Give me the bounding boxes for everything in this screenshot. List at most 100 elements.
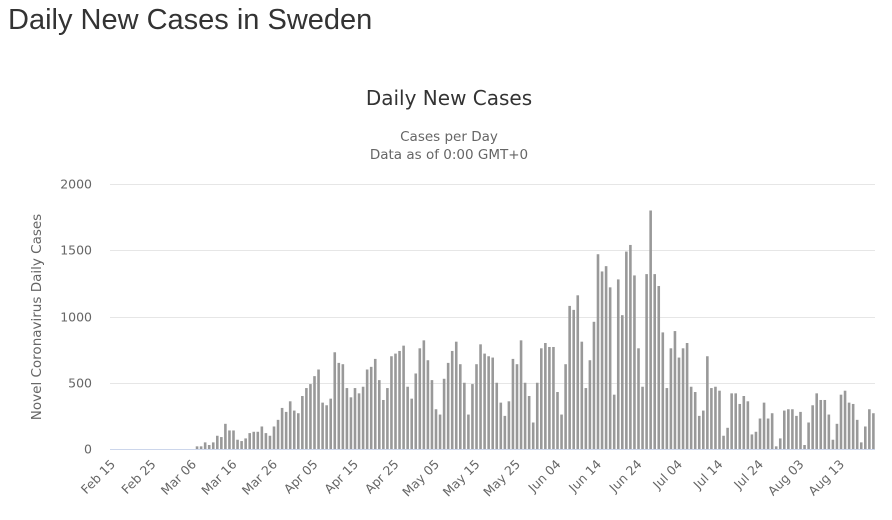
bar[interactable]	[540, 348, 543, 449]
bar[interactable]	[519, 340, 523, 449]
bar[interactable]	[855, 419, 859, 449]
bar[interactable]	[252, 431, 256, 449]
bar[interactable]	[284, 411, 288, 449]
bar[interactable]	[438, 414, 442, 449]
bar[interactable]	[645, 274, 648, 449]
bar[interactable]	[859, 442, 863, 450]
bar[interactable]	[754, 431, 758, 449]
bar[interactable]	[382, 399, 385, 449]
bar[interactable]	[726, 427, 729, 449]
bar[interactable]	[373, 358, 377, 449]
bar[interactable]	[475, 364, 478, 449]
bar[interactable]	[207, 445, 211, 449]
bar[interactable]	[410, 398, 413, 449]
bar[interactable]	[835, 423, 839, 449]
bar[interactable]	[199, 446, 203, 449]
bar[interactable]	[211, 442, 215, 450]
bar[interactable]	[228, 430, 231, 449]
bar[interactable]	[872, 413, 875, 449]
bar[interactable]	[629, 244, 632, 449]
bar[interactable]	[827, 414, 831, 449]
bar[interactable]	[280, 407, 284, 449]
bar[interactable]	[633, 275, 636, 449]
bar[interactable]	[527, 396, 531, 449]
bar[interactable]	[268, 435, 272, 449]
bar[interactable]	[317, 369, 320, 450]
bar[interactable]	[706, 356, 709, 449]
bar[interactable]	[697, 415, 701, 450]
bar[interactable]	[661, 332, 665, 449]
bar[interactable]	[406, 386, 409, 449]
bar[interactable]	[657, 286, 661, 449]
bar[interactable]	[795, 415, 798, 450]
bar[interactable]	[839, 394, 843, 449]
bar[interactable]	[446, 362, 450, 450]
bar[interactable]	[572, 309, 575, 450]
bar[interactable]	[495, 382, 499, 449]
bar[interactable]	[394, 353, 397, 449]
bar[interactable]	[321, 402, 324, 450]
bar[interactable]	[791, 409, 794, 449]
bar[interactable]	[681, 348, 685, 449]
bar[interactable]	[770, 413, 774, 449]
bar[interactable]	[783, 410, 786, 449]
bar[interactable]	[361, 386, 365, 449]
bar[interactable]	[851, 403, 855, 449]
bar[interactable]	[811, 405, 814, 449]
bar[interactable]	[276, 419, 280, 449]
bar[interactable]	[305, 388, 308, 449]
bar[interactable]	[803, 445, 806, 449]
bar[interactable]	[442, 378, 446, 449]
bar[interactable]	[637, 348, 640, 449]
bar[interactable]	[487, 356, 490, 449]
bar[interactable]	[807, 422, 810, 450]
bar[interactable]	[422, 340, 426, 449]
bar[interactable]	[819, 399, 823, 449]
bar[interactable]	[434, 409, 438, 449]
bar[interactable]	[378, 380, 381, 449]
bar[interactable]	[778, 438, 782, 449]
bar[interactable]	[301, 396, 304, 449]
bar[interactable]	[576, 295, 580, 449]
bar[interactable]	[309, 384, 312, 449]
bar[interactable]	[669, 348, 673, 449]
bar[interactable]	[450, 350, 454, 449]
bar[interactable]	[479, 344, 482, 449]
bar[interactable]	[353, 388, 357, 449]
bar[interactable]	[556, 392, 559, 449]
bar[interactable]	[653, 274, 656, 449]
bar[interactable]	[665, 388, 669, 449]
bar[interactable]	[531, 422, 535, 450]
bar[interactable]	[730, 393, 733, 449]
bar[interactable]	[341, 364, 345, 449]
bar[interactable]	[203, 442, 207, 450]
bar[interactable]	[454, 341, 458, 449]
bar[interactable]	[430, 380, 434, 449]
bar[interactable]	[483, 353, 486, 449]
bar[interactable]	[398, 350, 401, 449]
bar[interactable]	[564, 364, 567, 449]
bar[interactable]	[693, 392, 697, 449]
bar[interactable]	[511, 358, 515, 449]
bar[interactable]	[544, 343, 547, 449]
bar[interactable]	[535, 382, 539, 449]
bar[interactable]	[621, 315, 624, 449]
bar[interactable]	[297, 413, 300, 449]
bar[interactable]	[592, 321, 596, 449]
bar[interactable]	[734, 393, 737, 449]
bar[interactable]	[616, 279, 620, 449]
bar[interactable]	[600, 271, 604, 449]
bar[interactable]	[641, 386, 644, 449]
bar[interactable]	[507, 401, 511, 449]
bar[interactable]	[689, 386, 693, 449]
bar[interactable]	[248, 433, 251, 449]
bar[interactable]	[580, 341, 584, 449]
bar[interactable]	[195, 446, 199, 449]
bar[interactable]	[292, 410, 296, 449]
bar[interactable]	[256, 431, 260, 449]
bar[interactable]	[758, 418, 762, 449]
bar[interactable]	[414, 373, 418, 449]
bar[interactable]	[459, 364, 462, 449]
bar[interactable]	[815, 393, 818, 449]
bar[interactable]	[240, 441, 243, 449]
